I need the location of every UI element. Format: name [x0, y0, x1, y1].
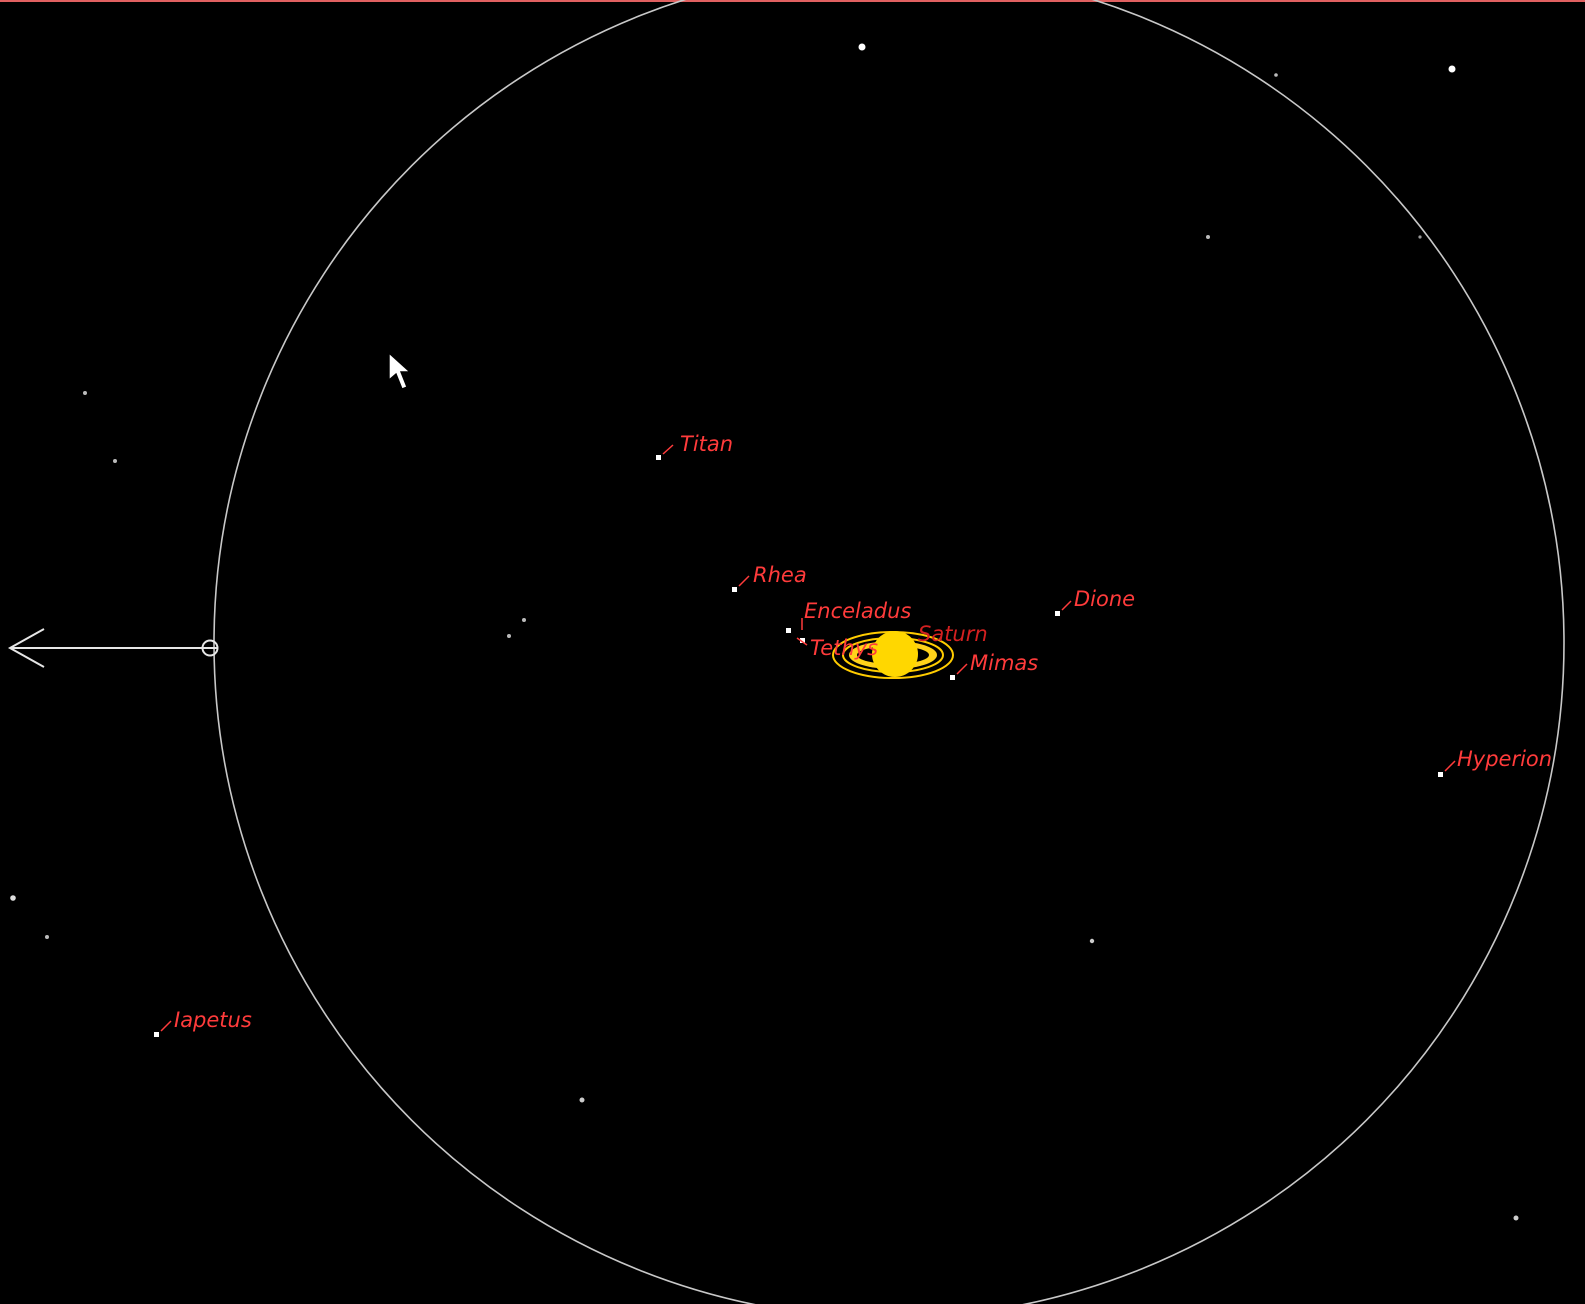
star: [10, 895, 16, 901]
saturn-planet[interactable]: [832, 631, 954, 679]
star: [83, 391, 87, 395]
star: [1513, 1215, 1519, 1221]
label-leader-line: [956, 663, 968, 675]
moon-marker: [732, 587, 737, 592]
label-leader-line: [796, 637, 808, 646]
moon-mimas[interactable]: Mimas: [950, 651, 1038, 680]
moon-dione[interactable]: Dione: [1055, 587, 1135, 616]
moon-marker: [656, 455, 661, 460]
star: [507, 634, 511, 638]
moon-marker: [154, 1032, 159, 1037]
moon-tethys[interactable]: Tethys: [796, 636, 878, 660]
moon-rhea[interactable]: Rhea: [732, 563, 807, 592]
moon-iapetus[interactable]: Iapetus: [154, 1008, 252, 1037]
moon-label: Dione: [1074, 587, 1135, 611]
star: [579, 1097, 585, 1103]
moon-titan[interactable]: Titan: [656, 432, 733, 460]
moon-marker: [800, 638, 805, 643]
mouse-cursor-icon: [388, 351, 412, 390]
moon-label: Rhea: [753, 563, 807, 587]
label-leader-line: [160, 1020, 172, 1032]
saturn-label: Saturn: [918, 622, 988, 646]
star: [113, 459, 117, 463]
field-of-view-circle: [213, 0, 1565, 1304]
star: [45, 935, 49, 939]
label-leader-line: [1061, 600, 1072, 611]
background-stars: [10, 43, 1519, 1221]
moon-label: Enceladus: [804, 599, 911, 623]
saturn-disk: [872, 631, 918, 677]
moon-label: Titan: [680, 432, 733, 456]
moon-label: Tethys: [810, 636, 878, 660]
moon-marker: [786, 628, 791, 633]
moon-marker: [1055, 611, 1060, 616]
moon-hyperion[interactable]: Hyperion: [1438, 747, 1552, 777]
moon-label: Mimas: [970, 651, 1038, 675]
direction-arrow-head: [7, 628, 45, 668]
moon-marker: [950, 675, 955, 680]
star: [1089, 938, 1095, 944]
moon-label: Hyperion: [1457, 747, 1552, 771]
star: [1274, 73, 1278, 77]
moon-marker: [1438, 772, 1443, 777]
star: [1448, 65, 1456, 73]
moon-enceladus[interactable]: Enceladus: [786, 599, 911, 633]
star: [522, 618, 526, 622]
direction-arrow-handle[interactable]: [201, 639, 219, 657]
window-top-border: [0, 0, 1585, 2]
label-leader-line: [662, 444, 674, 455]
moon-label: Iapetus: [174, 1008, 252, 1032]
star: [1418, 235, 1422, 239]
star: [1206, 235, 1210, 239]
label-leader-line: [738, 575, 750, 587]
direction-arrow[interactable]: [7, 628, 219, 668]
star: [858, 43, 866, 51]
label-leader-line: [1444, 760, 1456, 772]
